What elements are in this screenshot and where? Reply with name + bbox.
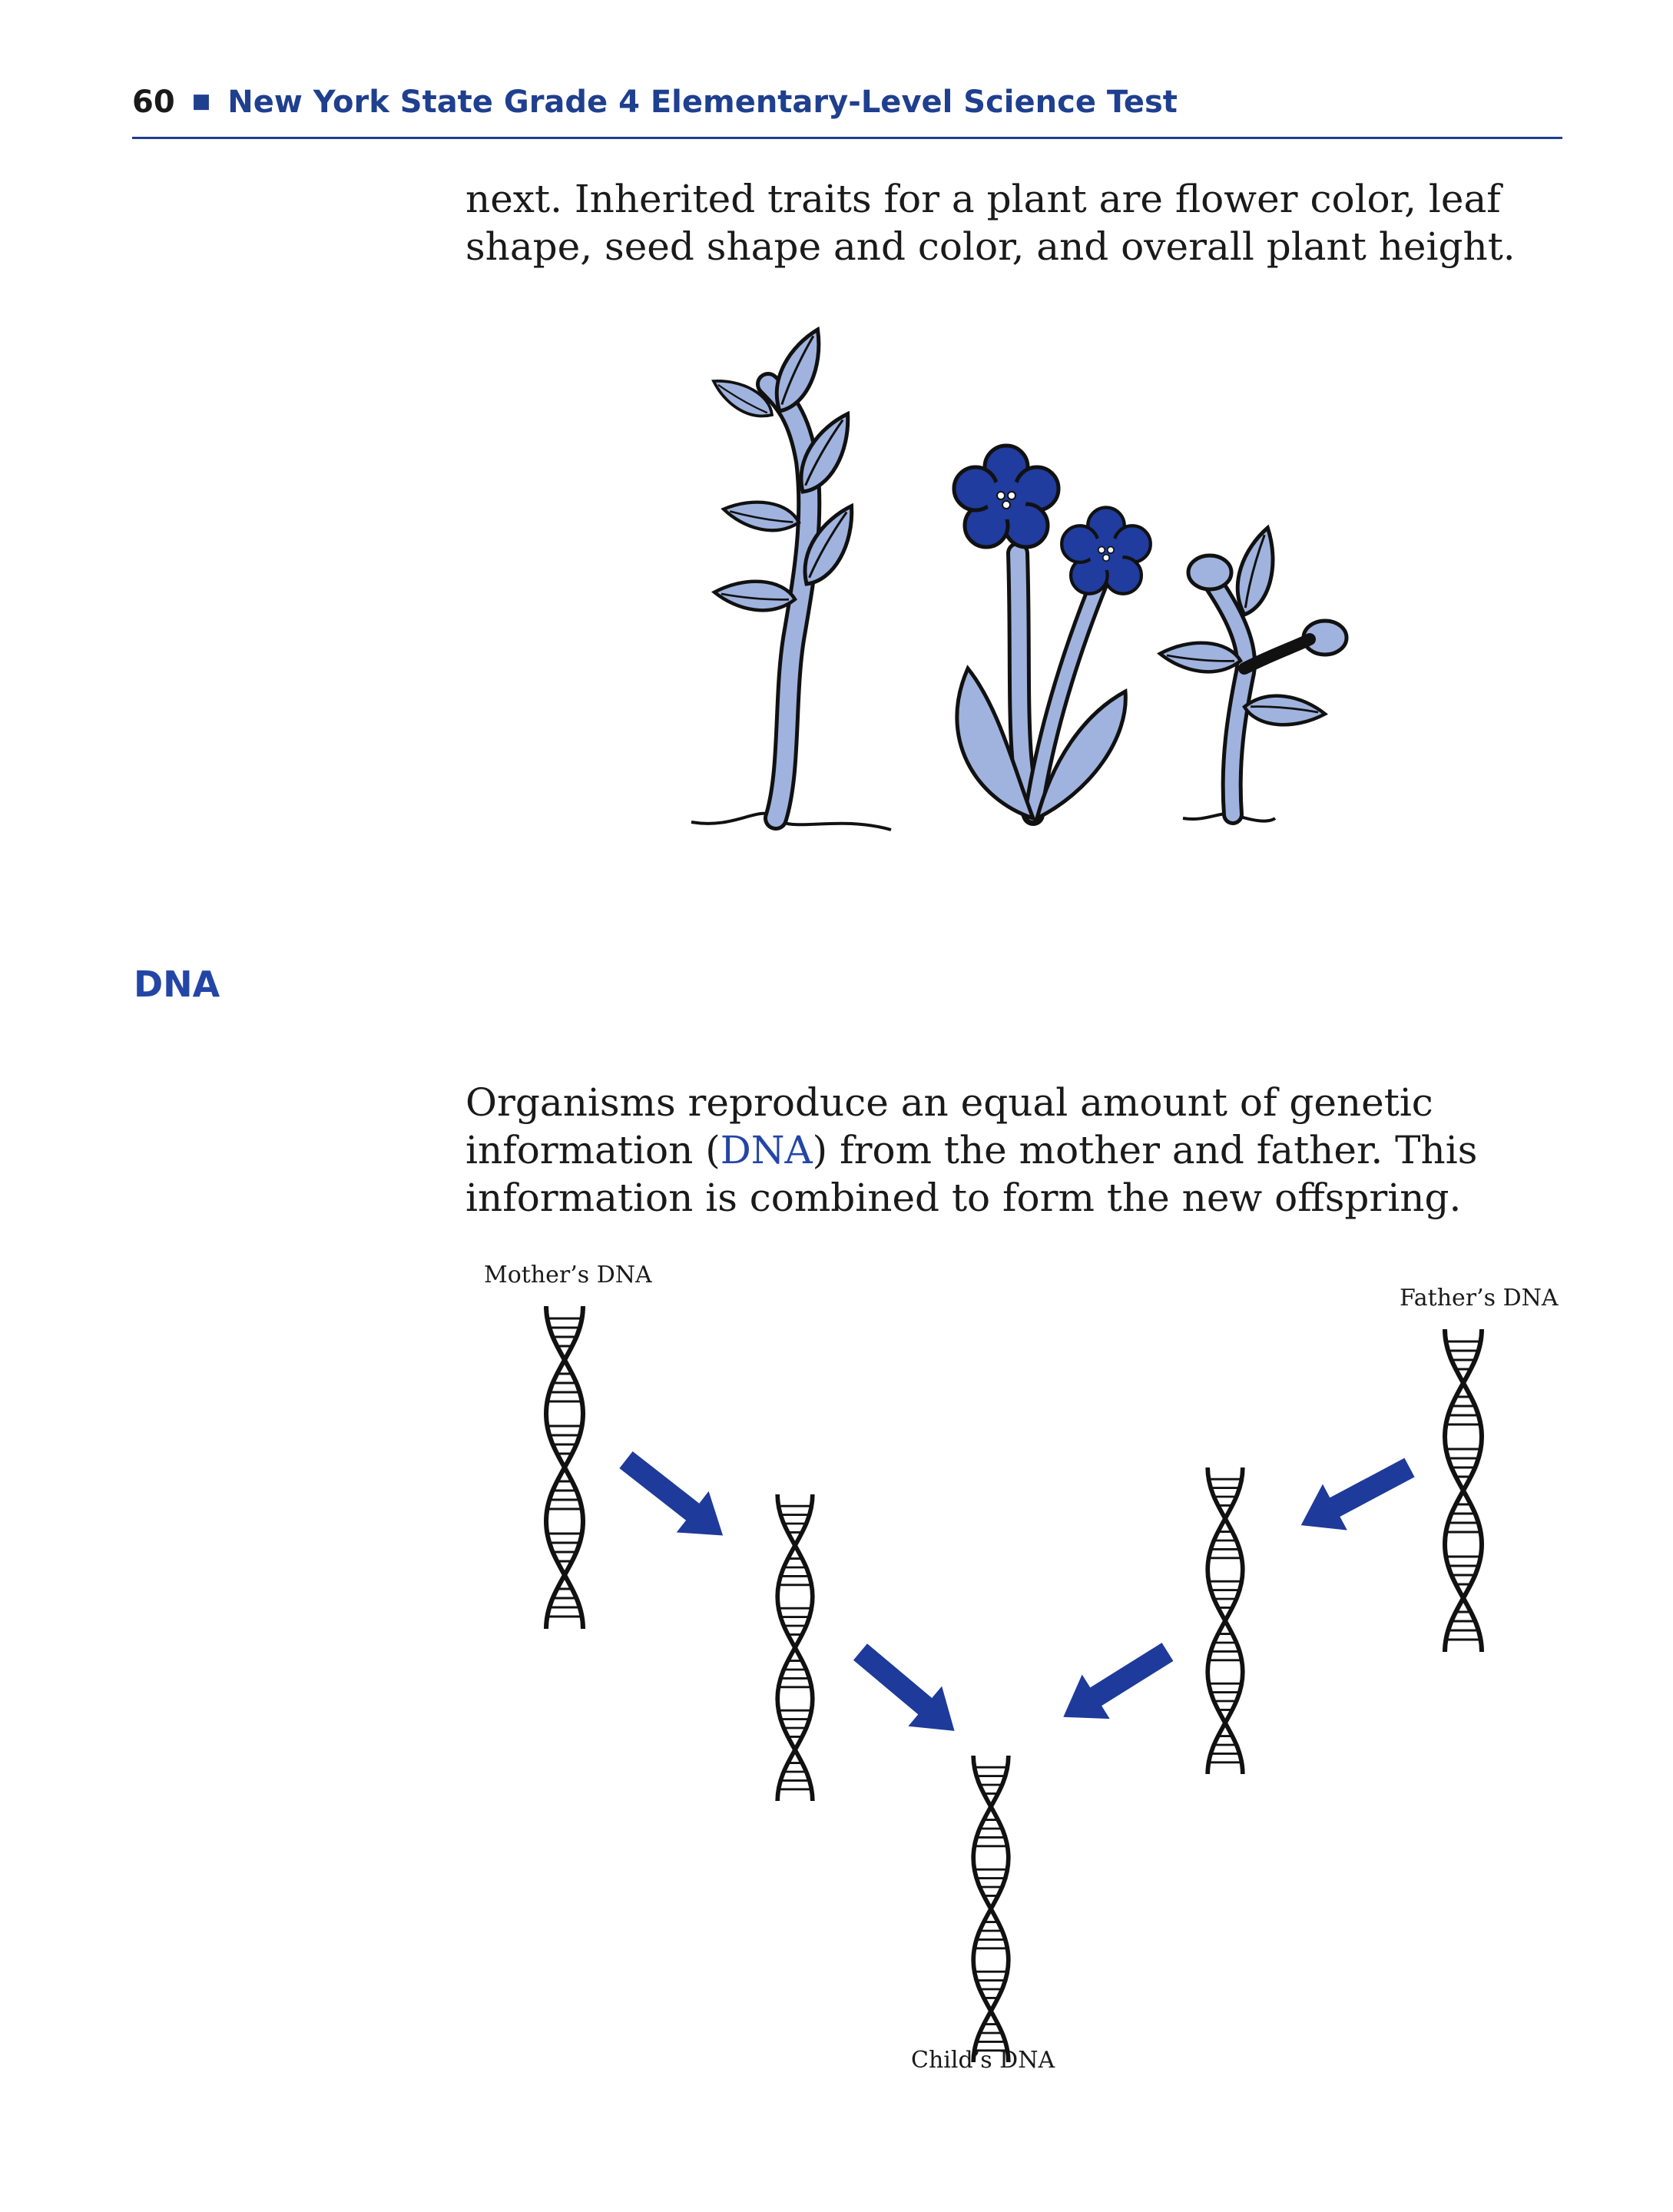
arrow-icon [1049,1630,1182,1739]
book-title: New York State Grade 4 Elementary-Level … [227,85,1178,120]
paragraph-line: information is combined to form the new … [465,1176,1462,1220]
leafy-stem-plant-icon [691,327,892,831]
page-header: 60 ■ New York State Grade 4 Elementary-Lev… [132,77,1562,139]
dna-term: DNA [720,1128,813,1172]
arrow-icon [610,1439,740,1557]
paragraph-line: next. Inherited traits for a plant are f… [465,177,1501,221]
paragraph-line: shape, seed shape and color, and overall… [465,224,1516,269]
mother-half-dna-helix-icon [777,1494,813,1801]
father-dna-label: Father’s DNA [1400,1285,1559,1312]
paragraph-line: Organisms reproduce an equal amount of g… [465,1080,1433,1125]
flower-plant-icon [954,446,1151,826]
paragraph-text: information ( [465,1128,721,1172]
arrow-icon [843,1631,972,1751]
paragraph-line: information (DNA) from the mother and fa… [465,1126,1556,1174]
child-dna-helix-icon [973,1756,1009,2062]
bud-plant-icon [1159,526,1349,825]
section-heading-dna: DNA [134,963,220,1005]
paragraph-text: ) from the mother and father. This [812,1128,1478,1172]
mother-dna-helix-icon [546,1306,583,1629]
father-dna-helix-icon [1445,1329,1482,1652]
page-number: 60 [132,85,175,120]
header-line: 60 ■ New York State Grade 4 Elementary-Lev… [132,77,1178,127]
paragraph-inherited-traits: next. Inherited traits for a plant are f… [465,175,1556,270]
father-half-dna-helix-icon [1208,1467,1243,1774]
mother-dna-label: Mother’s DNA [484,1262,652,1288]
header-bullet: ■ [191,90,211,113]
arrow-icon [1288,1444,1422,1549]
paragraph-dna: Organisms reproduce an equal amount of g… [465,1079,1556,1222]
